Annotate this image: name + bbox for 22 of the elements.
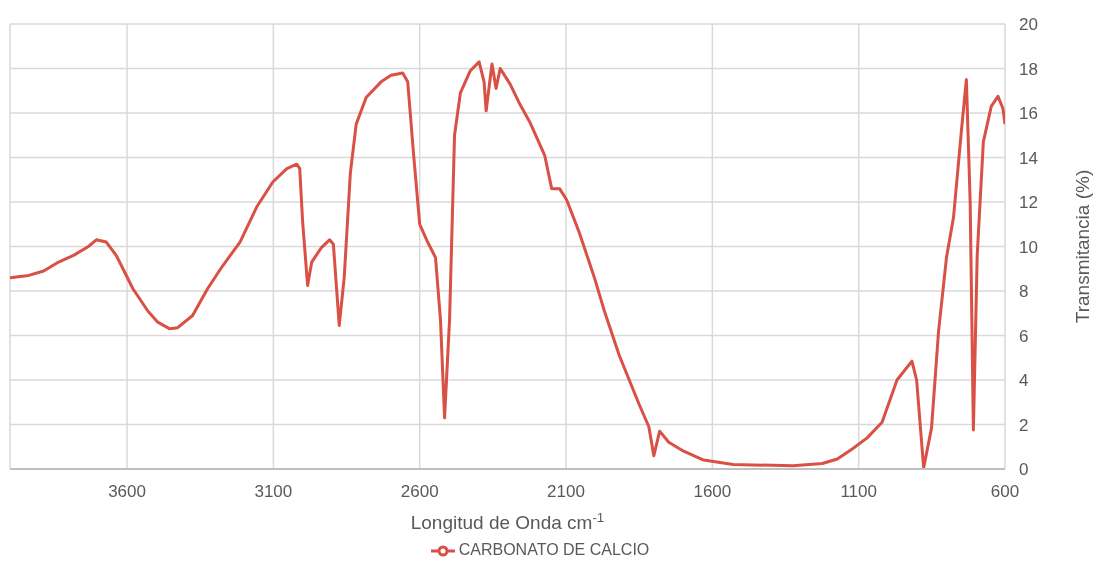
y-axis-title: Transmitancia (%): [1071, 169, 1093, 324]
y-tick-label: 10: [1019, 237, 1038, 257]
line-series: [10, 60, 1005, 469]
y-tick-label: 18: [1019, 59, 1038, 79]
x-axis-title: Longitud de Onda cm$^{-1}$: [410, 509, 605, 533]
y-tick-label: 4: [1019, 371, 1029, 391]
x-tick-label: 3100: [254, 482, 293, 502]
x-tick-label: 1100: [840, 482, 877, 502]
y-tick-label: 14: [1019, 148, 1038, 168]
x-tick-label: 2600: [400, 482, 439, 502]
x-tick-label: 2100: [547, 482, 585, 502]
y-tick-label: 6: [1019, 326, 1029, 346]
y-tick-label: 8: [1019, 282, 1029, 302]
y-tick-label: 16: [1019, 104, 1038, 124]
y-tick-label: 12: [1019, 193, 1038, 213]
x-tick-label: 600: [990, 482, 1020, 502]
y-tick-label: 20: [1019, 15, 1038, 35]
x-tick-label: 3600: [108, 482, 146, 502]
y-tick-label: 0: [1019, 460, 1029, 480]
y-tick-label: 2: [1019, 415, 1029, 435]
x-tick-label: 1600: [693, 482, 732, 502]
legend-label: CARBONATO DE CALCIO: [458, 541, 650, 559]
